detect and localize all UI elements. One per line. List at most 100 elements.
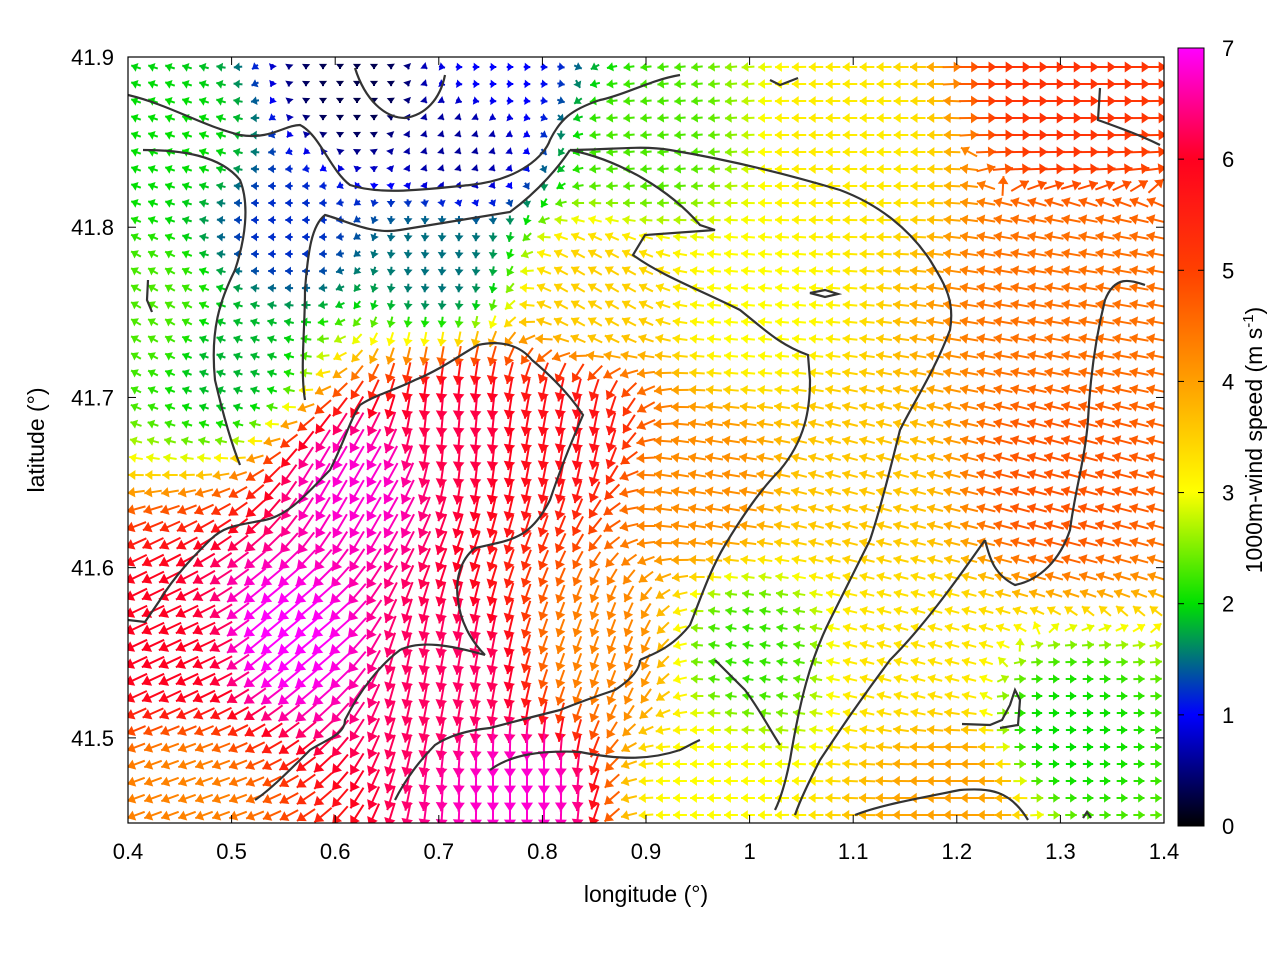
wind-arrow-head bbox=[488, 147, 495, 154]
wind-arrow-head bbox=[657, 62, 665, 72]
wind-arrow-head bbox=[859, 130, 867, 140]
wind-arrow bbox=[942, 61, 962, 73]
wind-arrow-head bbox=[774, 62, 782, 72]
wind-arrow-head bbox=[876, 62, 884, 72]
wind-arrow-head bbox=[708, 62, 716, 72]
wind-arrow-head bbox=[926, 78, 934, 90]
wind-arrow-head bbox=[1158, 129, 1164, 141]
wind-arrow-head bbox=[456, 79, 463, 88]
wind-arrow-head bbox=[268, 63, 277, 70]
wind-arrow-head bbox=[741, 96, 749, 106]
wind-arrow bbox=[233, 164, 243, 174]
wind-arrow-head bbox=[623, 79, 631, 89]
wind-arrow-head bbox=[523, 113, 531, 122]
wind-arrow bbox=[859, 96, 875, 106]
wind-arrow-head bbox=[893, 130, 901, 140]
wind-arrow bbox=[181, 97, 193, 106]
wind-arrow bbox=[472, 79, 480, 89]
wind-arrow-head bbox=[199, 165, 207, 174]
wind-arrow-head bbox=[454, 96, 462, 104]
wind-arrow-head bbox=[524, 62, 531, 72]
wind-arrow-head bbox=[574, 96, 582, 104]
wind-arrow bbox=[791, 62, 807, 72]
wind-arrow bbox=[724, 113, 738, 123]
wind-arrow-head bbox=[268, 164, 275, 174]
wind-arrow bbox=[403, 80, 412, 87]
wind-arrow bbox=[268, 113, 277, 121]
wind-arrow-head bbox=[842, 147, 850, 157]
wind-arrow bbox=[893, 79, 909, 89]
wind-arrow bbox=[540, 113, 548, 122]
wind-arrow-head bbox=[269, 113, 277, 121]
wind-arrow-head bbox=[250, 147, 257, 157]
wind-arrow-head bbox=[674, 130, 682, 140]
wind-arrow bbox=[353, 165, 362, 173]
wind-arrow-head bbox=[335, 131, 345, 138]
wind-arrow-head bbox=[471, 130, 478, 137]
wind-arrow bbox=[164, 165, 176, 174]
wind-arrow-head bbox=[319, 131, 328, 138]
wind-arrow-head bbox=[335, 80, 345, 87]
wind-arrow bbox=[403, 147, 411, 155]
wind-arrow-head bbox=[165, 131, 173, 140]
wind-arrow-head bbox=[318, 63, 328, 70]
wind-arrow-head bbox=[758, 79, 766, 89]
wind-arrow bbox=[523, 79, 531, 89]
wind-arrow-head bbox=[708, 113, 716, 123]
wind-arrow bbox=[842, 113, 858, 123]
wind-arrow bbox=[489, 62, 497, 72]
wind-arrow-head bbox=[859, 113, 867, 123]
wind-arrow bbox=[825, 79, 841, 89]
wind-arrow-head bbox=[758, 147, 765, 157]
wind-arrow bbox=[455, 79, 463, 88]
wind-arrow bbox=[352, 114, 362, 121]
wind-arrow bbox=[859, 130, 875, 140]
wind-arrow bbox=[386, 97, 395, 104]
wind-arrow bbox=[741, 79, 755, 89]
wind-arrow bbox=[454, 147, 462, 155]
wind-arrow bbox=[437, 164, 445, 172]
wind-arrow-head bbox=[640, 130, 648, 140]
wind-arrow bbox=[640, 147, 652, 157]
wind-arrow-head bbox=[573, 80, 582, 88]
wind-arrow bbox=[842, 96, 858, 106]
wind-arrow bbox=[488, 130, 496, 138]
wind-arrow bbox=[337, 164, 345, 173]
wind-arrow bbox=[522, 130, 531, 138]
wind-arrow bbox=[623, 79, 635, 89]
wind-arrow-head bbox=[437, 113, 444, 120]
wind-arrow bbox=[842, 62, 858, 72]
wind-arrow-head bbox=[558, 79, 565, 88]
wind-arrow bbox=[335, 63, 345, 70]
wind-arrow-head bbox=[352, 114, 362, 121]
wind-arrow-head bbox=[352, 80, 362, 87]
wind-arrow bbox=[774, 147, 790, 157]
wind-arrow bbox=[268, 63, 277, 71]
wind-arrow-head bbox=[131, 62, 139, 72]
wind-arrow bbox=[691, 130, 703, 140]
wind-arrow bbox=[505, 147, 513, 155]
wind-arrow-head bbox=[473, 79, 480, 89]
wind-arrow bbox=[791, 147, 807, 157]
wind-arrow bbox=[1145, 129, 1164, 141]
wind-arrow bbox=[893, 113, 909, 123]
wind-arrow bbox=[268, 147, 276, 157]
wind-arrow-head bbox=[640, 147, 648, 157]
wind-arrow-head bbox=[842, 96, 850, 106]
wind-arrow-head bbox=[657, 96, 665, 106]
wind-arrow bbox=[130, 165, 142, 174]
wind-arrow-head bbox=[369, 63, 379, 70]
wind-arrow bbox=[471, 113, 479, 121]
wind-arrow-head bbox=[199, 62, 207, 72]
wind-arrow bbox=[876, 62, 892, 72]
wind-arrow-head bbox=[825, 147, 833, 157]
wind-arrow bbox=[556, 130, 566, 140]
wind-arrow bbox=[942, 78, 962, 90]
wind-arrow bbox=[335, 114, 345, 121]
wind-arrow-head bbox=[893, 79, 901, 89]
wind-arrow-head bbox=[522, 147, 530, 155]
wind-arrow-head bbox=[691, 96, 699, 106]
wind-arrow bbox=[335, 97, 345, 104]
wind-arrow-head bbox=[691, 79, 699, 89]
wind-arrow bbox=[302, 97, 311, 104]
